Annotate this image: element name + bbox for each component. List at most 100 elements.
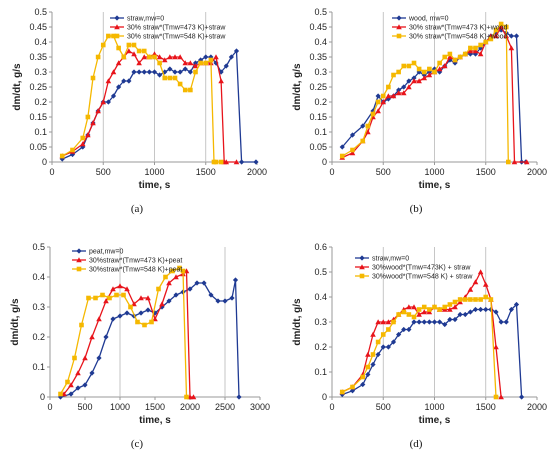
data-point bbox=[85, 114, 91, 120]
data-point bbox=[493, 33, 499, 39]
series-2 bbox=[339, 269, 504, 400]
data-point bbox=[421, 319, 427, 325]
data-point bbox=[478, 306, 484, 313]
data-point bbox=[218, 159, 224, 165]
data-point bbox=[508, 45, 515, 51]
data-point bbox=[421, 309, 428, 315]
legend-marker bbox=[114, 33, 120, 39]
data-point bbox=[156, 54, 163, 60]
data-point bbox=[201, 280, 207, 286]
data-point bbox=[447, 51, 453, 57]
data-point bbox=[360, 381, 366, 388]
data-point bbox=[68, 382, 74, 388]
data-point bbox=[477, 269, 484, 275]
data-point bbox=[116, 84, 122, 90]
x-tick-label: 0 bbox=[49, 167, 54, 177]
data-point bbox=[427, 66, 432, 72]
data-point bbox=[365, 364, 371, 370]
data-point bbox=[421, 69, 427, 75]
data-point bbox=[142, 322, 147, 328]
data-point bbox=[182, 60, 189, 66]
x-tick-label: 2000 bbox=[180, 402, 200, 412]
x-tick-label: 1500 bbox=[145, 402, 165, 412]
data-point bbox=[375, 339, 381, 345]
series-3 bbox=[339, 294, 499, 400]
data-point bbox=[442, 321, 448, 328]
data-point bbox=[180, 268, 186, 274]
series-3 bbox=[339, 21, 511, 165]
data-point bbox=[157, 60, 162, 66]
data-point bbox=[432, 69, 437, 75]
data-point bbox=[436, 66, 443, 72]
legend-label: 30% straw*(Tmw=548 K)+wood bbox=[409, 34, 508, 41]
data-point bbox=[107, 295, 112, 301]
data-point bbox=[488, 297, 494, 302]
data-point bbox=[124, 286, 130, 292]
x-axis-title: time, s bbox=[139, 180, 171, 191]
data-point bbox=[472, 279, 479, 285]
legend-label: 30% straw*(Tmw=473 K)+wood bbox=[409, 25, 508, 32]
data-point bbox=[198, 60, 203, 66]
data-point bbox=[452, 304, 458, 310]
legend-marker bbox=[359, 273, 365, 279]
y-tick-label: 0.2 bbox=[32, 332, 45, 342]
data-point bbox=[96, 355, 102, 361]
data-point bbox=[90, 120, 96, 126]
data-point bbox=[395, 90, 402, 96]
data-point bbox=[115, 60, 122, 66]
x-tick-label: 0 bbox=[47, 402, 52, 412]
data-point bbox=[162, 69, 168, 75]
data-point bbox=[121, 54, 127, 60]
data-point bbox=[391, 72, 396, 78]
legend-label: 30%straw*(Tmw=548 K)+peat bbox=[89, 267, 182, 274]
y-axis-title: dm/dt, g/s bbox=[12, 63, 23, 111]
data-point bbox=[167, 66, 173, 72]
x-tick-label: 1500 bbox=[476, 167, 496, 177]
data-point bbox=[482, 281, 489, 287]
data-point bbox=[75, 385, 81, 391]
data-point bbox=[370, 331, 376, 337]
data-point bbox=[141, 48, 147, 54]
y-tick-label: 0.2 bbox=[34, 97, 47, 107]
data-point bbox=[187, 60, 194, 66]
x-tick-label: 500 bbox=[96, 167, 111, 177]
series-line bbox=[62, 50, 237, 163]
data-point bbox=[173, 274, 179, 280]
data-point bbox=[503, 24, 509, 30]
data-point bbox=[213, 54, 219, 60]
data-point bbox=[442, 304, 448, 310]
data-point bbox=[473, 45, 478, 51]
data-point bbox=[182, 66, 188, 72]
data-point bbox=[68, 391, 74, 397]
y-tick-label: 0.35 bbox=[29, 52, 47, 62]
y-tick-label: 0.5 bbox=[34, 7, 47, 17]
data-point bbox=[131, 51, 137, 57]
series-line bbox=[342, 26, 527, 163]
data-point bbox=[365, 123, 371, 129]
legend-marker bbox=[396, 24, 402, 30]
x-tick-label: 500 bbox=[77, 402, 92, 412]
series-line bbox=[61, 35, 222, 163]
data-point bbox=[177, 54, 183, 60]
data-point bbox=[519, 394, 525, 400]
data-point bbox=[145, 307, 151, 313]
data-point bbox=[401, 309, 407, 315]
legend: peat,mw=0 30%straw*(Tmw=473 K)+peat 30%str… bbox=[72, 248, 182, 274]
data-point bbox=[136, 60, 142, 66]
data-point bbox=[493, 344, 499, 350]
data-point bbox=[375, 319, 381, 325]
data-point bbox=[350, 384, 355, 390]
data-point bbox=[385, 319, 392, 325]
data-point bbox=[156, 286, 161, 292]
data-point bbox=[105, 78, 112, 84]
data-point bbox=[79, 141, 86, 147]
x-tick-label: 0 bbox=[329, 402, 334, 412]
data-point bbox=[441, 63, 448, 69]
data-point bbox=[350, 147, 355, 153]
x-tick-label: 3000 bbox=[250, 402, 270, 412]
data-point bbox=[131, 42, 137, 48]
data-point bbox=[477, 51, 484, 57]
data-point bbox=[192, 60, 199, 66]
panel-c: 0 0.1 0.2 0.3 0.4 0.5 0 500 1000 1500 2000 2500 3000… bbox=[10, 242, 270, 450]
data-point bbox=[96, 316, 102, 322]
